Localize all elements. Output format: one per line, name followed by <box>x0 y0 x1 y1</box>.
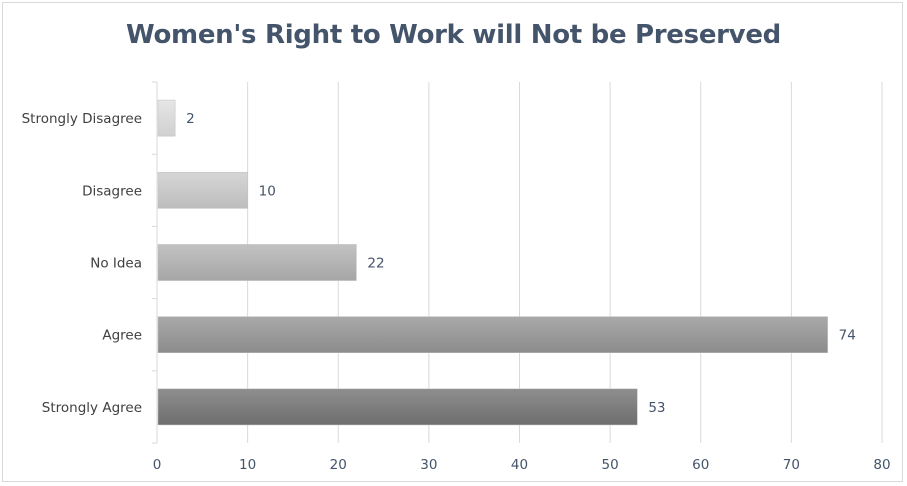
bar <box>157 244 357 281</box>
bar <box>157 388 638 426</box>
gridlines <box>247 82 883 443</box>
x-tick-label: 60 <box>692 457 709 473</box>
bar <box>157 172 248 209</box>
data-label: 2 <box>186 111 195 127</box>
data-label: 22 <box>367 256 384 272</box>
labels: 0 10 20 30 40 50 60 70 80 Strongly Disagree 2 Disag… <box>22 111 891 473</box>
data-label: 74 <box>839 328 856 344</box>
bars <box>157 99 828 426</box>
axes <box>152 81 158 444</box>
category-label: Agree <box>102 328 142 344</box>
category-label: Strongly Disagree <box>22 111 142 127</box>
x-tick-label: 30 <box>420 457 437 473</box>
x-tick-label: 50 <box>602 457 619 473</box>
data-label: 10 <box>259 183 276 199</box>
chart-title: Women's Right to Work will Not be Preser… <box>126 20 781 50</box>
category-label: Strongly Agree <box>42 400 142 416</box>
x-tick-label: 0 <box>153 457 162 473</box>
bar <box>157 316 828 353</box>
x-tick-label: 20 <box>330 457 347 473</box>
bar <box>157 99 176 137</box>
data-label: 53 <box>648 400 665 416</box>
x-tick-label: 80 <box>873 457 890 473</box>
x-tick-label: 10 <box>239 457 256 473</box>
category-label: Disagree <box>82 183 142 199</box>
category-label: No Idea <box>90 256 142 272</box>
x-tick-label: 70 <box>783 457 800 473</box>
x-tick-label: 40 <box>511 457 528 473</box>
